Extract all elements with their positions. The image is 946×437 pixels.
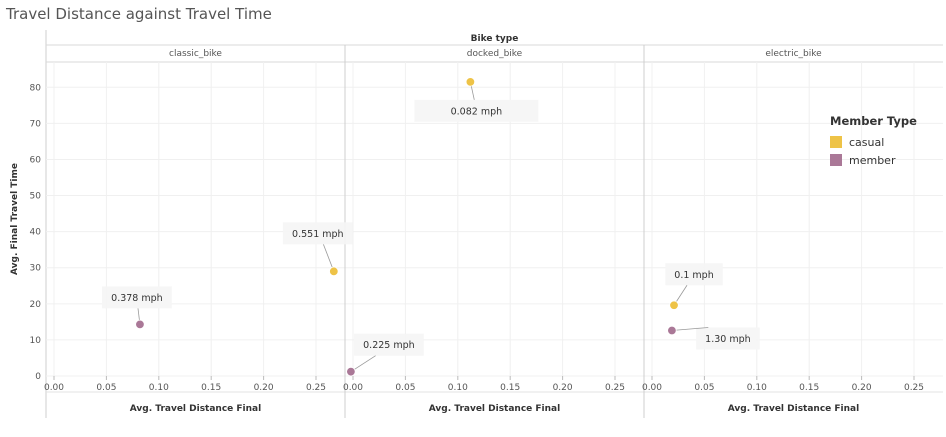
x-tick-label: 0.25 <box>904 383 924 393</box>
y-tick-label: 60 <box>30 155 42 165</box>
x-tick-label: 0.00 <box>343 383 363 393</box>
x-tick-label: 0.00 <box>44 383 64 393</box>
y-tick-label: 10 <box>30 336 42 346</box>
annotation-box <box>696 327 760 350</box>
x-tick-label: 0.10 <box>448 383 468 393</box>
x-tick-label: 0.10 <box>149 383 169 393</box>
x-tick-label: 0.05 <box>694 383 714 393</box>
annotation-box <box>665 263 723 286</box>
annotation-leader <box>671 327 709 331</box>
y-tick-label: 0 <box>35 372 41 382</box>
point-electric_bike-casual <box>669 300 679 310</box>
point-electric_bike-member <box>667 325 677 336</box>
legend-swatch-casual <box>830 136 842 148</box>
point-docked_bike-member <box>346 366 356 377</box>
data-label: 0.551 mph <box>292 229 344 240</box>
x-tick-label: 0.20 <box>852 383 872 393</box>
facet-label-docked_bike: docked_bike <box>467 49 523 59</box>
x-tick-label: 0.10 <box>747 383 767 393</box>
x-tick-label: 0.15 <box>500 383 520 393</box>
point-docked_bike-casual <box>465 77 476 87</box>
y-tick-label: 30 <box>30 264 42 274</box>
x-tick-label: 0.15 <box>201 383 221 393</box>
annotation-box <box>354 333 424 356</box>
legend-label-member: member <box>849 153 896 167</box>
y-tick-label: 40 <box>30 228 42 238</box>
legend-item-member[interactable]: member <box>830 151 917 169</box>
facet-label-classic_bike: classic_bike <box>169 49 222 59</box>
data-label: 1.30 mph <box>705 334 750 345</box>
y-tick-label: 70 <box>30 119 42 129</box>
x-tick-label: 0.20 <box>254 383 274 393</box>
annotation-box <box>282 222 353 245</box>
y-tick-label: 20 <box>30 300 42 310</box>
legend-label-casual: casual <box>849 135 885 149</box>
legend-swatch-member <box>830 154 842 166</box>
data-label: 0.225 mph <box>363 340 415 351</box>
point-classic_bike-member <box>135 319 145 330</box>
data-label: 0.378 mph <box>111 293 163 304</box>
x-axis-label-classic_bike: Avg. Travel Distance Final <box>130 404 261 414</box>
x-tick-label: 0.05 <box>96 383 116 393</box>
legend-item-casual[interactable]: casual <box>830 133 917 151</box>
legend-title: Member Type <box>830 114 917 128</box>
x-tick-label: 0.05 <box>395 383 415 393</box>
chart-title: Travel Distance against Travel Time <box>6 5 272 23</box>
x-tick-label: 0.20 <box>553 383 573 393</box>
y-tick-label: 80 <box>30 83 42 93</box>
annotation-leader <box>323 244 335 272</box>
y-tick-label: 50 <box>30 192 42 202</box>
data-label: 0.082 mph <box>451 106 503 117</box>
annotation-leader <box>350 355 376 373</box>
data-label: 0.1 mph <box>674 270 713 281</box>
annotation-box <box>414 99 539 122</box>
facet-label-electric_bike: electric_bike <box>765 49 822 59</box>
annotation-box <box>102 286 172 309</box>
y-axis-label: Avg. Final Travel Time <box>10 163 20 275</box>
legend[interactable]: Member Type casual member <box>830 114 917 169</box>
x-tick-label: 0.25 <box>306 383 326 393</box>
x-axis-label-electric_bike: Avg. Travel Distance Final <box>728 404 859 414</box>
x-tick-label: 0.00 <box>642 383 662 393</box>
point-classic_bike-casual <box>329 266 339 277</box>
x-tick-label: 0.15 <box>799 383 819 393</box>
x-tick-label: 0.25 <box>605 383 625 393</box>
x-axis-label-docked_bike: Avg. Travel Distance Final <box>429 404 560 414</box>
column-header-label: Bike type <box>471 34 519 44</box>
